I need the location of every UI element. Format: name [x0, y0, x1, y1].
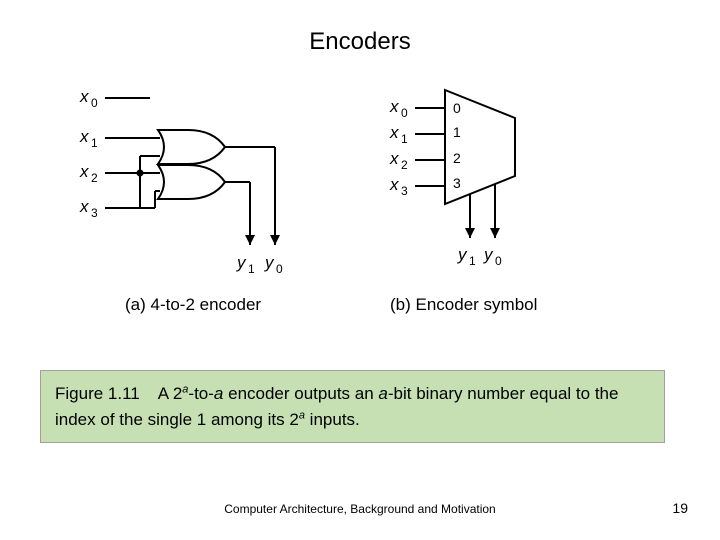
svg-text:0: 0 [495, 254, 502, 268]
cap-t5: inputs. [305, 410, 360, 429]
svg-text:y: y [264, 253, 275, 272]
svg-text:x: x [79, 162, 89, 181]
cap-t1: A 2 [158, 384, 183, 403]
cap-a2: a [214, 384, 223, 403]
encoder-diagram: x0 x1 x2 x3 [70, 80, 630, 330]
right-symbol: x0 x1 x2 x3 0 1 2 3 y1 y0 (b) Encoder sy… [389, 90, 537, 314]
footer-text: Computer Architecture, Background and Mo… [0, 502, 720, 516]
svg-text:x: x [389, 97, 399, 116]
svg-text:2: 2 [91, 171, 98, 185]
svg-text:(a) 4-to-2 encoder: (a) 4-to-2 encoder [125, 295, 261, 314]
svg-text:0: 0 [91, 96, 98, 110]
page-title: Encoders [0, 28, 720, 56]
svg-text:3: 3 [453, 175, 461, 191]
svg-text:3: 3 [401, 184, 408, 198]
cap-t3: encoder outputs an [223, 384, 378, 403]
figure-caption: Figure 1.11 A 2a-to-a encoder outputs an… [40, 370, 665, 443]
page-number: 19 [672, 500, 688, 516]
svg-text:1: 1 [453, 124, 461, 140]
svg-text:2: 2 [401, 158, 408, 172]
cap-a3: a [378, 384, 387, 403]
or-gate-1 [158, 130, 225, 164]
svg-text:1: 1 [248, 262, 255, 276]
svg-text:1: 1 [469, 254, 476, 268]
svg-text:y: y [483, 245, 494, 264]
left-circuit: x0 x1 x2 x3 [79, 87, 283, 314]
svg-text:2: 2 [453, 150, 461, 166]
cap-t2: -to- [188, 384, 214, 403]
or-gate-2 [158, 165, 225, 199]
svg-text:x: x [79, 197, 89, 216]
svg-text:3: 3 [91, 206, 98, 220]
svg-text:1: 1 [91, 136, 98, 150]
svg-text:0: 0 [276, 262, 283, 276]
svg-text:y: y [236, 253, 247, 272]
svg-text:x: x [389, 149, 399, 168]
svg-text:0: 0 [453, 100, 461, 116]
svg-text:x: x [389, 175, 399, 194]
svg-text:0: 0 [401, 106, 408, 120]
svg-text:x: x [389, 123, 399, 142]
svg-text:1: 1 [401, 132, 408, 146]
svg-text:x: x [79, 87, 89, 106]
svg-text:y: y [457, 245, 468, 264]
svg-text:x: x [79, 127, 89, 146]
svg-text:(b) Encoder symbol: (b) Encoder symbol [390, 295, 537, 314]
fig-label: Figure 1.11 [55, 384, 140, 403]
